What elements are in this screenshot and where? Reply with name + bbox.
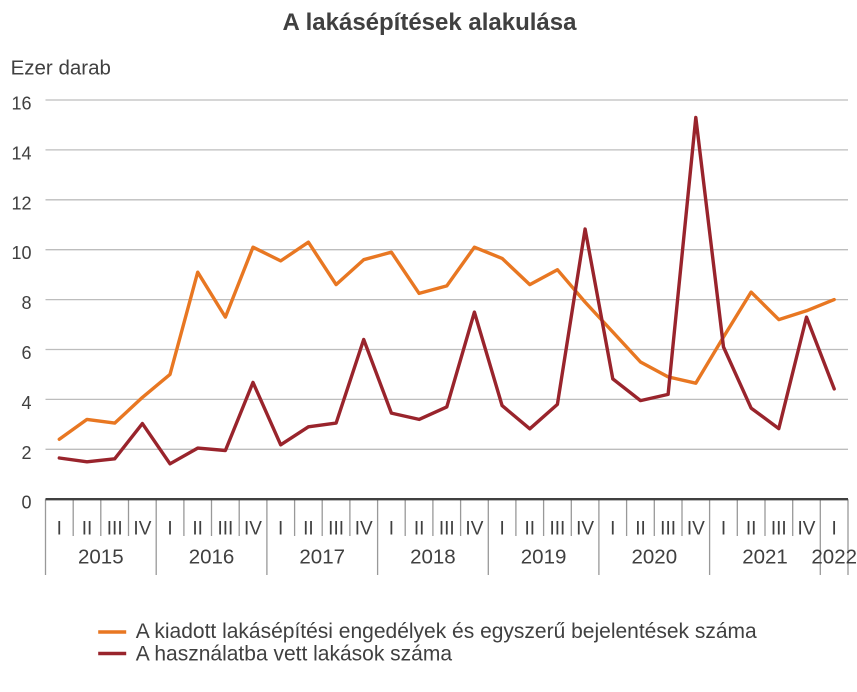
svg-text:2016: 2016 (189, 546, 235, 569)
svg-text:2018: 2018 (410, 546, 456, 569)
svg-text:I: I (499, 519, 504, 540)
svg-text:III: III (107, 519, 123, 540)
svg-text:III: III (771, 519, 787, 540)
svg-text:0: 0 (21, 493, 31, 513)
svg-text:I: I (167, 519, 172, 540)
svg-text:I: I (389, 519, 394, 540)
svg-text:III: III (217, 519, 233, 540)
svg-text:III: III (660, 519, 676, 540)
svg-text:I: I (832, 519, 837, 540)
svg-text:6: 6 (21, 343, 31, 363)
svg-text:2015: 2015 (78, 546, 124, 569)
svg-text:III: III (439, 519, 455, 540)
svg-text:II: II (192, 519, 203, 540)
svg-text:2: 2 (21, 443, 31, 463)
svg-text:IV: IV (244, 519, 262, 540)
svg-text:II: II (746, 519, 757, 540)
svg-text:IV: IV (687, 519, 705, 540)
svg-text:III: III (328, 519, 344, 540)
svg-text:II: II (82, 519, 93, 540)
svg-text:A lakásépítések alakulása: A lakásépítések alakulása (283, 9, 578, 36)
svg-text:IV: IV (355, 519, 373, 540)
svg-text:2017: 2017 (299, 546, 345, 569)
svg-text:12: 12 (11, 193, 31, 213)
svg-text:IV: IV (465, 519, 483, 540)
svg-text:A használatba vett lakások szá: A használatba vett lakások száma (136, 643, 453, 666)
svg-text:I: I (610, 519, 615, 540)
svg-text:IV: IV (133, 519, 151, 540)
svg-text:II: II (525, 519, 536, 540)
svg-text:2019: 2019 (521, 546, 567, 569)
svg-text:Ezer darab: Ezer darab (11, 57, 111, 80)
svg-text:IV: IV (798, 519, 816, 540)
svg-text:16: 16 (11, 94, 31, 114)
svg-text:II: II (635, 519, 646, 540)
svg-text:2021: 2021 (742, 546, 788, 569)
svg-text:A kiadott lakásépítési engedél: A kiadott lakásépítési engedélyek és egy… (136, 620, 757, 643)
svg-text:II: II (303, 519, 314, 540)
svg-text:I: I (721, 519, 726, 540)
svg-text:II: II (414, 519, 425, 540)
svg-text:4: 4 (21, 393, 31, 413)
svg-text:I: I (278, 519, 283, 540)
svg-text:2022: 2022 (811, 546, 857, 569)
svg-text:8: 8 (21, 293, 31, 313)
svg-text:10: 10 (11, 243, 31, 263)
svg-text:2020: 2020 (631, 546, 677, 569)
svg-text:IV: IV (576, 519, 594, 540)
svg-text:14: 14 (11, 143, 31, 163)
svg-text:I: I (57, 519, 62, 540)
svg-text:III: III (549, 519, 565, 540)
